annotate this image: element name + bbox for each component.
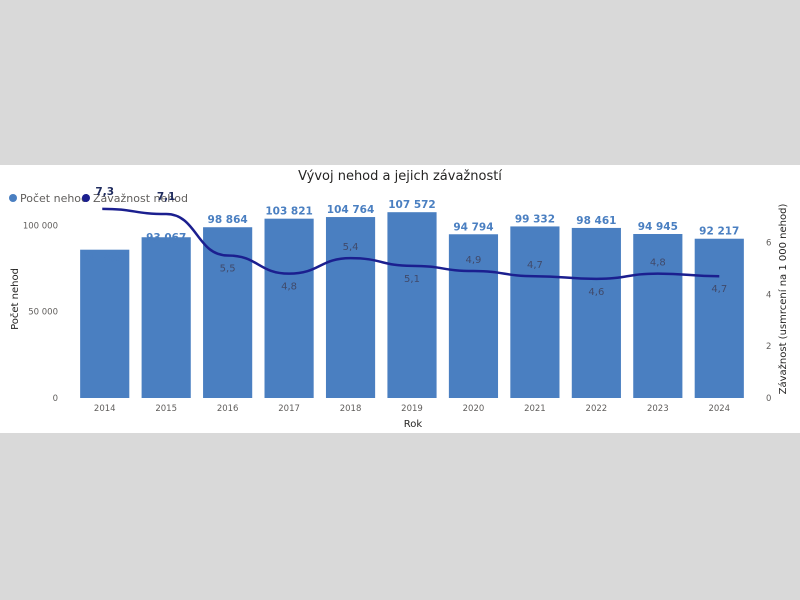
- chart-title: Vývoj nehod a jejich závažností: [298, 169, 502, 184]
- bar-labels: 85 859 93 067 98 864 103 821 104 764 107 572 9…: [85, 199, 740, 265]
- line-value-label: 5,5: [220, 263, 236, 274]
- line-value-label: 5,4: [343, 242, 359, 253]
- x-tick-label: 2022: [586, 404, 608, 414]
- chart-panel: Vývoj nehod a jejich závažností Počet ne…: [0, 165, 800, 433]
- y-axis-left-title: Počet nehod: [9, 268, 21, 330]
- x-tick-label: 2020: [463, 404, 485, 414]
- y-axis-right-title: Závažnost (usmrcení na 1 000 nehod): [777, 204, 789, 395]
- bar-2018[interactable]: [325, 217, 376, 398]
- y-axis-right: 0 2 4 6: [766, 239, 771, 404]
- y-right-tick-label: 4: [766, 290, 771, 300]
- bar-2019[interactable]: [387, 212, 437, 398]
- line-value-label: 4,9: [466, 255, 482, 266]
- x-tick-label: 2017: [278, 404, 300, 414]
- bar-value-label: 103 821: [265, 206, 313, 218]
- bar-value-label: 85 859: [85, 253, 125, 265]
- y-right-tick-label: 0: [766, 394, 771, 404]
- legend[interactable]: Počet nehod Závažnost nehod: [9, 192, 188, 205]
- bar-value-label: 94 945: [638, 221, 678, 233]
- bar-value-label: 99 332: [515, 213, 555, 225]
- line-value-label: 4,8: [281, 282, 297, 293]
- line-value-label: 4,8: [650, 258, 666, 269]
- bar-2020[interactable]: [448, 234, 499, 398]
- line-value-label: 4,7: [527, 260, 543, 271]
- y-right-tick-label: 6: [766, 239, 771, 249]
- bar-2024[interactable]: [694, 238, 744, 398]
- line-value-label: 7,1: [157, 191, 176, 203]
- bar-2014[interactable]: [80, 249, 130, 398]
- x-tick-label: 2018: [340, 404, 362, 414]
- bar-2016[interactable]: [203, 227, 253, 398]
- legend-label-zavaznost: Závažnost nehod: [93, 192, 188, 205]
- x-tick-label: 2019: [401, 404, 423, 414]
- x-tick-label: 2024: [708, 404, 730, 414]
- line-labels: 7,3 7,1 5,5 4,8 5,4 5,1 4,9 4,7 4,6 4,8 4,7: [95, 186, 727, 298]
- legend-marker-pocet: [9, 194, 17, 202]
- legend-marker-zavaznost: [82, 194, 90, 202]
- severity-line: [102, 207, 720, 281]
- line-value-label: 7,3: [95, 186, 114, 198]
- x-tick-label: 2016: [217, 404, 239, 414]
- bar-2017[interactable]: [264, 218, 314, 398]
- bar-value-label: 93 067: [146, 232, 186, 244]
- x-axis-title: Rok: [404, 419, 423, 430]
- combo-chart: Vývoj nehod a jejich závažností Počet ne…: [9, 169, 789, 430]
- bar-2015[interactable]: [141, 237, 191, 398]
- line-value-label: 4,6: [588, 287, 604, 298]
- y-axis-left: 0 50 000 100 000: [23, 221, 58, 404]
- bar-value-label: 98 461: [576, 215, 616, 227]
- x-tick-label: 2014: [94, 404, 116, 414]
- y-left-tick-label: 100 000: [23, 221, 58, 231]
- bar-value-label: 98 864: [208, 214, 248, 226]
- bar-2023[interactable]: [633, 234, 683, 398]
- legend-label-pocet: Počet nehod: [20, 192, 88, 205]
- y-left-tick-label: 0: [53, 394, 58, 404]
- x-tick-label: 2015: [155, 404, 177, 414]
- y-left-tick-label: 50 000: [28, 308, 58, 318]
- x-axis: 2014 2015 2016 2017 2018 2019 2020 2021 2022 2023…: [94, 404, 730, 414]
- bar-value-label: 94 794: [453, 221, 493, 233]
- bar-value-label: 107 572: [388, 199, 436, 211]
- y-right-tick-label: 2: [766, 342, 771, 352]
- bar-value-label: 104 764: [327, 204, 375, 216]
- bar-value-label: 92 217: [699, 226, 739, 238]
- bar-2022[interactable]: [571, 227, 621, 398]
- bar-2021[interactable]: [510, 226, 560, 398]
- x-tick-label: 2023: [647, 404, 669, 414]
- x-tick-label: 2021: [524, 404, 546, 414]
- line-value-label: 5,1: [404, 274, 420, 285]
- line-value-label: 4,7: [711, 284, 727, 295]
